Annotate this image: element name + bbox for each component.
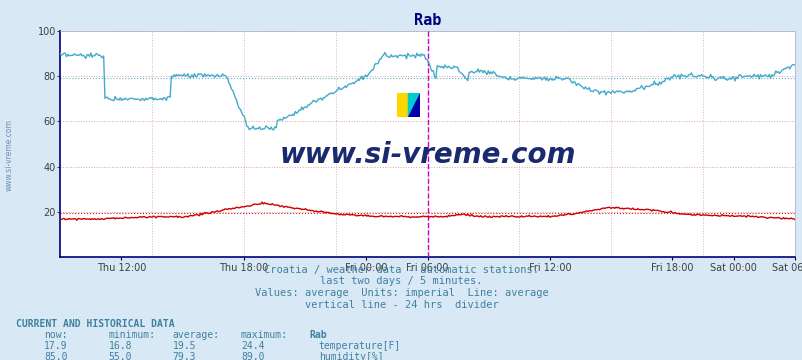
Text: last two days / 5 minutes.: last two days / 5 minutes.	[320, 276, 482, 286]
Text: average:: average:	[172, 330, 220, 340]
Text: vertical line - 24 hrs  divider: vertical line - 24 hrs divider	[304, 300, 498, 310]
Text: www.si-vreme.com: www.si-vreme.com	[5, 119, 14, 191]
Text: Values: average  Units: imperial  Line: average: Values: average Units: imperial Line: av…	[254, 288, 548, 298]
Text: 55.0: 55.0	[108, 352, 132, 360]
Text: temperature[F]: temperature[F]	[318, 341, 400, 351]
Text: 24.4: 24.4	[241, 341, 264, 351]
Text: 19.5: 19.5	[172, 341, 196, 351]
Text: minimum:: minimum:	[108, 330, 156, 340]
Text: 79.3: 79.3	[172, 352, 196, 360]
Text: Croatia / weather data - automatic stations.: Croatia / weather data - automatic stati…	[264, 265, 538, 275]
Polygon shape	[408, 93, 419, 117]
Text: Rab: Rab	[309, 330, 326, 340]
Text: 89.0: 89.0	[241, 352, 264, 360]
Text: 16.8: 16.8	[108, 341, 132, 351]
Text: maximum:: maximum:	[241, 330, 288, 340]
Text: humidity[%]: humidity[%]	[318, 352, 383, 360]
Polygon shape	[408, 93, 419, 117]
Text: www.si-vreme.com: www.si-vreme.com	[279, 141, 575, 169]
Text: 85.0: 85.0	[44, 352, 67, 360]
Text: 17.9: 17.9	[44, 341, 67, 351]
Polygon shape	[397, 93, 408, 117]
Text: now:: now:	[44, 330, 67, 340]
Title: Rab: Rab	[413, 13, 441, 28]
Text: CURRENT AND HISTORICAL DATA: CURRENT AND HISTORICAL DATA	[16, 319, 175, 329]
